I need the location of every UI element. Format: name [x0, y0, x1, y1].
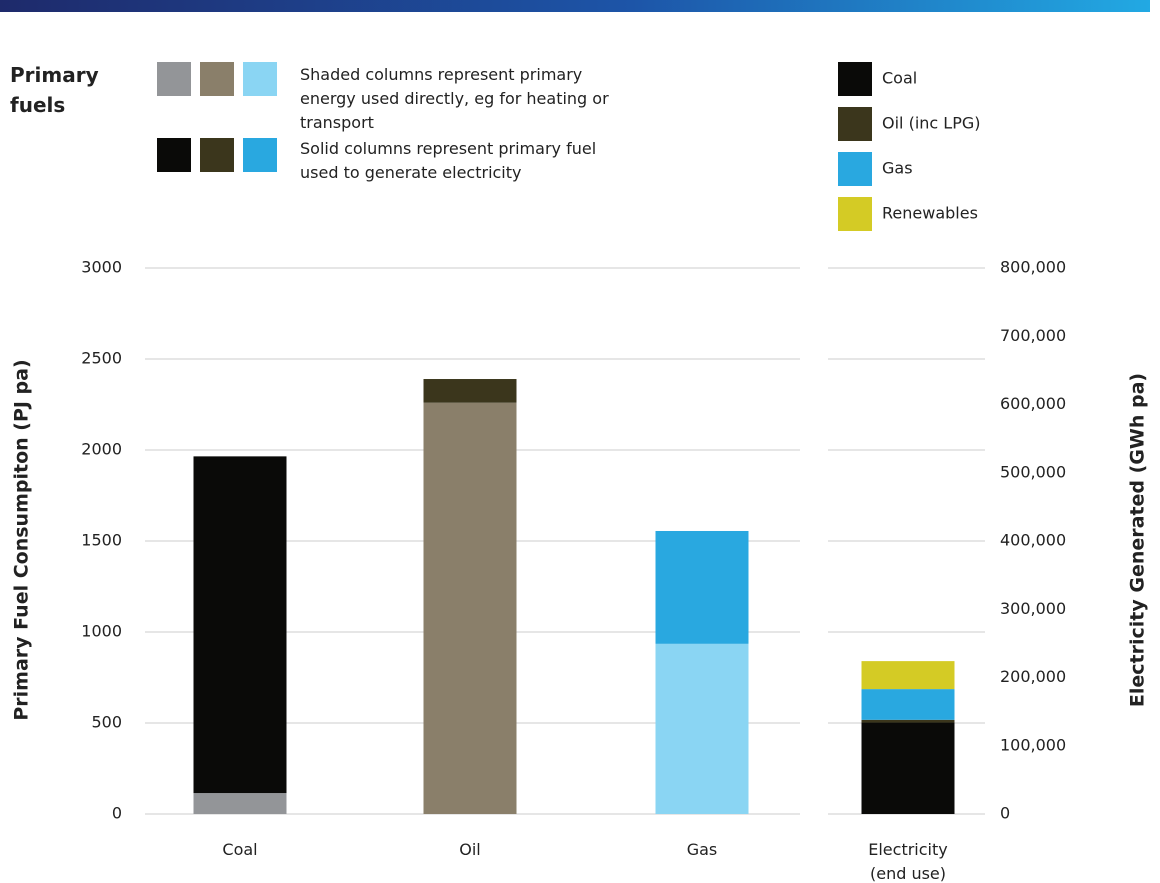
bar-segment — [193, 456, 287, 794]
y-tick-label: 1500 — [81, 531, 122, 550]
generation-note: Solid columns represent primary fuel use… — [300, 139, 597, 182]
bar-segment — [193, 793, 287, 814]
bar-segment — [861, 719, 955, 723]
bar-segment — [655, 530, 749, 644]
y-tick-label: 2500 — [81, 349, 122, 368]
direct-note: Shaded columns represent primary energy … — [300, 65, 609, 132]
y2-tick-label: 600,000 — [1000, 394, 1066, 413]
bar-segment — [423, 402, 517, 814]
legend-label: Coal — [882, 69, 917, 88]
legend-label: Gas — [882, 159, 913, 178]
y2-tick-label: 300,000 — [1000, 599, 1066, 618]
y2-tick-label: 700,000 — [1000, 326, 1066, 345]
y2-tick-label: 800,000 — [1000, 258, 1066, 277]
bar-segment — [861, 661, 955, 690]
x-tick-label: Oil — [459, 840, 481, 859]
y2-tick-label: 100,000 — [1000, 735, 1066, 754]
legend-label: Renewables — [882, 204, 978, 223]
legend-swatch — [200, 138, 234, 172]
y-tick-label: 500 — [91, 713, 122, 732]
legend-swatch — [157, 138, 191, 172]
x-tick-label: Gas — [686, 840, 718, 859]
legend-swatch — [838, 197, 872, 231]
legend-title: Primary fuels — [10, 63, 99, 117]
top-bar — [0, 0, 1150, 12]
bar-segment — [423, 379, 517, 403]
legend-swatch — [243, 62, 277, 96]
legend-label: Oil (inc LPG) — [882, 114, 980, 133]
legend-swatch — [838, 107, 872, 141]
bar-segment — [655, 643, 749, 814]
bar-segment — [861, 689, 955, 720]
y-tick-label: 2000 — [81, 440, 122, 459]
y2-tick-label: 400,000 — [1000, 531, 1066, 550]
y2-tick-label: 200,000 — [1000, 667, 1066, 686]
legend-swatch — [157, 62, 191, 96]
y-tick-label: 3000 — [81, 258, 122, 277]
legend-swatch — [200, 62, 234, 96]
y2-axis-title: Electricity Generated (GWh pa) — [1127, 373, 1149, 707]
bar-segment — [861, 722, 955, 814]
y-tick-label: 0 — [112, 804, 122, 823]
x-tick-label: Electricity (end use) — [868, 840, 948, 883]
legend-swatch — [838, 62, 872, 96]
y2-tick-label: 500,000 — [1000, 462, 1066, 481]
legend-swatch — [243, 138, 277, 172]
legend-swatch — [838, 152, 872, 186]
y-tick-label: 1000 — [81, 622, 122, 641]
x-tick-label: Coal — [222, 840, 258, 859]
y-axis-title: Primary Fuel Consumpiton (PJ pa) — [11, 359, 33, 720]
y2-tick-label: 0 — [1000, 804, 1010, 823]
